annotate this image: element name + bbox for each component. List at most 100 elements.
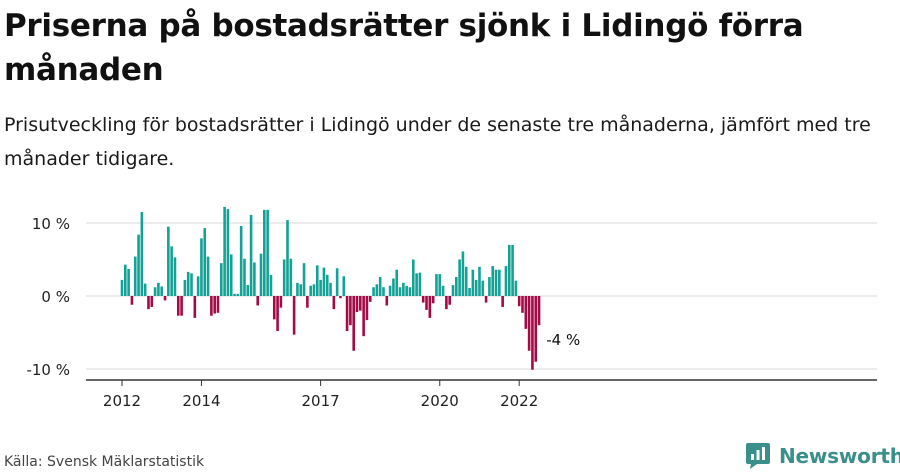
bar[interactable] [236, 293, 240, 296]
bar[interactable] [120, 279, 124, 296]
bar[interactable] [229, 254, 233, 296]
bar[interactable] [223, 206, 226, 296]
bar[interactable] [428, 296, 432, 318]
bar[interactable] [306, 296, 309, 308]
bar[interactable] [514, 280, 518, 296]
bar[interactable] [210, 296, 213, 316]
bar[interactable] [468, 287, 471, 296]
bar[interactable] [276, 296, 279, 332]
bar[interactable] [233, 293, 236, 296]
bar[interactable] [378, 277, 382, 296]
bar[interactable] [491, 266, 495, 296]
bar[interactable] [124, 264, 127, 296]
newsworthy-brand[interactable]: Newsworthy [745, 441, 900, 471]
bar[interactable] [339, 296, 342, 299]
bar[interactable] [511, 244, 514, 296]
bar[interactable] [286, 220, 289, 296]
bar[interactable] [133, 256, 137, 296]
bar[interactable] [402, 282, 405, 296]
bar[interactable] [249, 214, 253, 296]
bar[interactable] [411, 259, 415, 297]
bar[interactable] [137, 234, 140, 296]
bar[interactable] [157, 282, 160, 296]
bar[interactable] [385, 296, 389, 306]
bar[interactable] [382, 287, 385, 296]
bar[interactable] [176, 296, 180, 316]
bar[interactable] [415, 273, 418, 296]
bar[interactable] [431, 296, 435, 304]
bar[interactable] [173, 257, 177, 296]
bar[interactable] [527, 296, 531, 351]
bar[interactable] [471, 269, 475, 296]
bar[interactable] [243, 258, 246, 296]
bar[interactable] [498, 269, 501, 296]
bar[interactable] [425, 296, 428, 310]
bar[interactable] [455, 277, 458, 296]
bar[interactable] [349, 296, 352, 326]
bar[interactable] [246, 285, 250, 296]
bar[interactable] [507, 244, 511, 296]
bar[interactable] [504, 266, 508, 296]
bar[interactable] [448, 296, 451, 305]
bar[interactable] [206, 256, 210, 296]
bar[interactable] [183, 279, 187, 296]
bar[interactable] [256, 296, 260, 306]
bar[interactable] [501, 296, 504, 307]
bar[interactable] [441, 285, 445, 296]
bar[interactable] [213, 296, 216, 314]
bar[interactable] [461, 251, 465, 296]
bar[interactable] [259, 253, 263, 296]
bar[interactable] [226, 209, 230, 296]
bar[interactable] [266, 209, 269, 296]
bar[interactable] [153, 287, 157, 296]
bar[interactable] [127, 268, 130, 296]
bar[interactable] [537, 296, 541, 326]
bar[interactable] [289, 258, 293, 296]
bar[interactable] [395, 269, 399, 296]
bar[interactable] [534, 296, 538, 362]
bar[interactable] [269, 274, 273, 296]
bar[interactable] [517, 296, 521, 307]
bar[interactable] [418, 272, 422, 296]
bar[interactable] [200, 238, 203, 296]
bar[interactable] [481, 280, 485, 296]
bar[interactable] [464, 266, 468, 296]
bar[interactable] [345, 296, 349, 332]
bar[interactable] [190, 273, 193, 296]
bar[interactable] [451, 285, 455, 296]
bar[interactable] [478, 266, 481, 296]
bar[interactable] [531, 296, 534, 370]
bar[interactable] [438, 274, 442, 296]
bar[interactable] [362, 296, 365, 337]
bar[interactable] [186, 271, 190, 296]
bar[interactable] [322, 267, 326, 296]
bar[interactable] [143, 283, 147, 296]
bar[interactable] [488, 277, 491, 296]
bar[interactable] [309, 285, 312, 296]
bar[interactable] [296, 282, 299, 296]
bar[interactable] [130, 296, 134, 305]
bar[interactable] [319, 279, 322, 296]
bar[interactable] [253, 262, 256, 296]
bar[interactable] [375, 284, 379, 296]
bar[interactable] [494, 269, 498, 296]
bar[interactable] [335, 268, 339, 296]
bar[interactable] [203, 228, 207, 296]
bar[interactable] [196, 276, 200, 296]
bar[interactable] [398, 287, 402, 296]
bar[interactable] [180, 296, 183, 316]
bar[interactable] [193, 296, 197, 318]
bar[interactable] [435, 274, 438, 296]
bar[interactable] [388, 285, 392, 296]
bar[interactable] [405, 285, 408, 296]
bar[interactable] [216, 296, 220, 313]
bar[interactable] [147, 296, 150, 310]
bar[interactable] [160, 286, 164, 296]
bar[interactable] [372, 287, 375, 296]
bar[interactable] [524, 296, 528, 329]
bar[interactable] [329, 282, 332, 296]
bar[interactable] [365, 296, 369, 321]
bar[interactable] [150, 296, 154, 307]
bar[interactable] [325, 274, 329, 296]
bar[interactable] [355, 296, 359, 313]
